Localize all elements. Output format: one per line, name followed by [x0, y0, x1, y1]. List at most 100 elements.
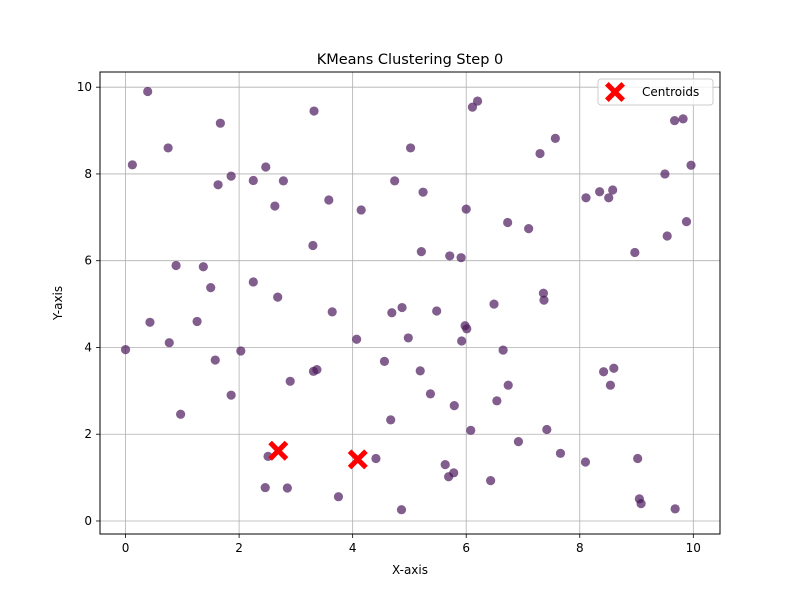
plot-frame [99, 71, 721, 535]
centroid-marker [347, 449, 368, 470]
data-point [324, 195, 334, 205]
data-point [486, 476, 496, 486]
data-point [308, 366, 319, 376]
data-point [226, 390, 236, 400]
data-point [660, 169, 670, 179]
data-point [444, 472, 454, 482]
data-point [489, 299, 499, 309]
data-point [127, 160, 137, 170]
data-point [405, 143, 416, 153]
data-point [285, 376, 295, 386]
data-point [580, 457, 591, 467]
data-point [379, 356, 390, 366]
data-point [595, 187, 605, 197]
data-points [120, 86, 696, 515]
y-tick-label: 10 [77, 80, 92, 94]
data-point [538, 288, 549, 298]
data-point [164, 338, 174, 348]
data-point [352, 334, 362, 344]
data-point [309, 106, 319, 116]
data-point [460, 321, 470, 331]
data-point [498, 345, 508, 355]
data-point [472, 96, 483, 106]
data-point [143, 86, 153, 97]
legend: Centroids [597, 78, 714, 106]
data-point [513, 437, 524, 447]
y-axis-label: Y-axis [51, 286, 65, 321]
data-point [466, 425, 476, 435]
data-point [445, 251, 455, 261]
data-point [333, 492, 344, 502]
grid-lines [100, 72, 720, 534]
data-point [449, 400, 459, 411]
data-point [604, 193, 614, 203]
data-point [261, 162, 271, 172]
data-point [425, 389, 436, 399]
data-point [215, 118, 225, 128]
x-tick-label: 0 [122, 541, 130, 555]
data-point [371, 453, 381, 464]
data-point [192, 316, 202, 327]
data-point [524, 224, 534, 234]
data-point [282, 483, 292, 493]
data-point [145, 317, 155, 327]
data-point [260, 482, 270, 493]
data-point [206, 283, 216, 293]
y-tick-label: 8 [84, 167, 92, 181]
y-tick-label: 0 [84, 514, 92, 528]
data-point [248, 175, 258, 186]
x-axis-label: X-axis [392, 563, 428, 577]
data-point [539, 295, 549, 305]
data-point [492, 396, 502, 406]
data-point [670, 504, 680, 514]
data-point [630, 247, 640, 258]
y-tick-label: 4 [84, 340, 92, 354]
data-point [213, 180, 223, 190]
data-point [418, 187, 428, 197]
data-point [278, 176, 288, 186]
data-point [386, 415, 396, 425]
legend-label-centroids: Centroids [642, 85, 699, 99]
data-point [390, 176, 400, 186]
data-point [273, 292, 283, 302]
data-point [467, 102, 478, 112]
x-tick-label: 6 [462, 541, 470, 555]
data-point [403, 333, 413, 343]
legend-box [597, 78, 714, 106]
axis-ticks: 0 2 4 6 8 10 0 2 4 6 8 10 [77, 80, 701, 555]
data-point [456, 253, 466, 263]
data-point [308, 240, 318, 251]
data-point [662, 231, 672, 241]
data-point [461, 204, 471, 214]
x-tick-label: 2 [235, 541, 243, 555]
data-point [581, 193, 591, 203]
data-point [416, 246, 426, 257]
data-point [503, 380, 513, 390]
data-point [415, 366, 425, 376]
data-point [555, 448, 566, 458]
data-point [440, 459, 450, 470]
legend-centroid-icon [605, 82, 625, 102]
data-point [356, 205, 366, 215]
data-point [226, 171, 236, 181]
data-point [608, 185, 618, 195]
data-point [686, 160, 696, 170]
data-point [176, 409, 186, 419]
data-point [327, 307, 337, 317]
data-point [678, 114, 688, 124]
data-point [457, 336, 467, 346]
x-tick-label: 8 [576, 541, 584, 555]
data-point [633, 453, 643, 464]
data-point [397, 302, 407, 313]
centroid-marker [268, 440, 289, 461]
data-point [236, 346, 246, 356]
centroid-markers [268, 440, 368, 470]
data-point [198, 262, 208, 272]
data-point [636, 499, 646, 509]
data-point [609, 363, 619, 373]
data-point [270, 201, 280, 211]
data-point [599, 367, 609, 377]
x-tick-label: 10 [686, 541, 701, 555]
data-point [396, 505, 407, 515]
